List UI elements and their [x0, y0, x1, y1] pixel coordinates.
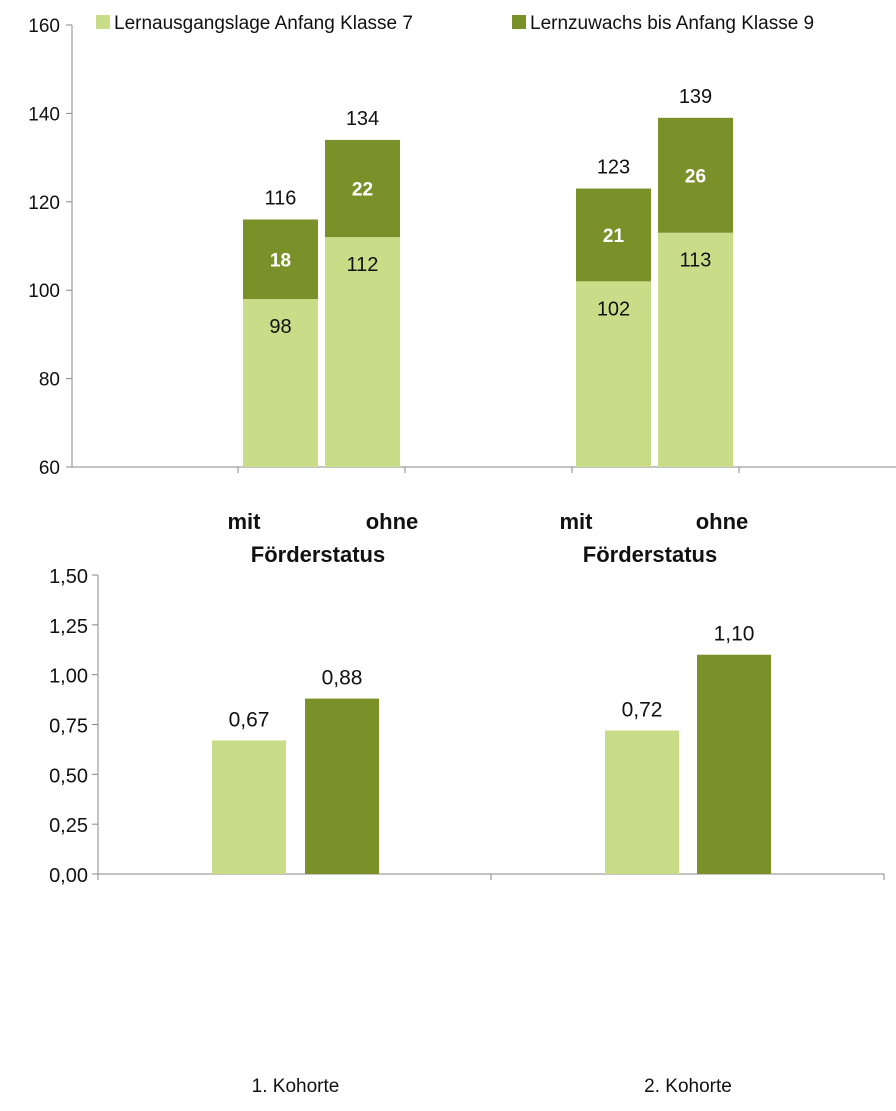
- y-tick-label: 1,00: [49, 666, 88, 688]
- y-tick-label: 100: [28, 281, 60, 302]
- y-tick-label: 160: [28, 16, 60, 37]
- data-label-total: 139: [679, 86, 712, 108]
- bar-lernzuwachs: [576, 188, 651, 282]
- bar-lernausgangslage: [658, 232, 733, 467]
- bar-lernausgangslage: [325, 237, 400, 467]
- y-tick-label: 0,25: [49, 815, 88, 837]
- bar-lernausgangslage: [576, 281, 651, 467]
- data-label-lernzuwachs: 26: [685, 166, 706, 187]
- data-label: 0,72: [622, 698, 663, 721]
- y-tick-label: 0,50: [49, 765, 88, 787]
- stacked-bar-chart: 60 80 100 120 140 160 98 18 116 112 22 134 102 21 123 1…: [28, 13, 896, 567]
- bar-lernzuwachs: [243, 219, 318, 300]
- bar-lernzuwachs: [658, 117, 733, 233]
- bar-lernausgangslage: [243, 299, 318, 467]
- x-category-label: ohne: [366, 509, 419, 534]
- data-label-lernausgangslage: 102: [597, 298, 630, 320]
- bar-series-1: [605, 730, 679, 874]
- data-label-lernausgangslage: 112: [347, 254, 379, 276]
- legend-label-lernzuwachs: Lernzuwachs bis Anfang Klasse 9: [530, 13, 814, 34]
- data-label: 1,10: [714, 623, 755, 646]
- x-category-label: 1. Kohorte: [252, 1076, 340, 1097]
- data-label-lernausgangslage: 98: [269, 316, 291, 338]
- y-tick-label: 120: [28, 193, 60, 214]
- x-group-label: Förderstatus: [251, 542, 385, 567]
- y-tick-label: 1,50: [49, 566, 88, 588]
- x-category-label: mit: [228, 509, 262, 534]
- bar-series-1: [212, 740, 286, 874]
- bar-chart-kohorten: 0,00 0,25 0,50 0,75 1,00 1,25 1,50 0,67 0,88 1. K…: [49, 566, 885, 1097]
- y-tick-label: 0,00: [49, 865, 88, 887]
- data-label-total: 134: [346, 108, 379, 130]
- bar-series-2: [697, 654, 771, 874]
- y-tick-label: 140: [28, 104, 60, 125]
- y-tick-label: 80: [39, 370, 60, 391]
- x-group-label: Förderstatus: [583, 542, 717, 567]
- data-label: 0,88: [322, 667, 363, 690]
- bar-lernzuwachs: [325, 139, 400, 238]
- data-label: 0,67: [229, 708, 270, 731]
- y-tick-label: 1,25: [49, 616, 88, 638]
- data-label-total: 123: [597, 157, 630, 179]
- legend-swatch-lernzuwachs: [512, 15, 526, 29]
- legend-label-lernausgangslage: Lernausgangslage Anfang Klasse 7: [114, 13, 413, 34]
- y-tick-label: 60: [39, 458, 60, 479]
- data-label-total: 116: [265, 187, 297, 209]
- y-tick-label: 0,75: [49, 716, 88, 738]
- x-category-label: mit: [560, 509, 594, 534]
- bar-series-2: [305, 698, 379, 874]
- x-category-label: 2. Kohorte: [644, 1076, 732, 1097]
- data-label-lernzuwachs: 22: [352, 180, 373, 201]
- legend-swatch-lernausgangslage: [96, 15, 110, 29]
- data-label-lernzuwachs: 21: [603, 226, 625, 247]
- data-label-lernausgangslage: 113: [680, 250, 712, 272]
- data-label-lernzuwachs: 18: [270, 250, 291, 271]
- x-category-label: ohne: [696, 509, 749, 534]
